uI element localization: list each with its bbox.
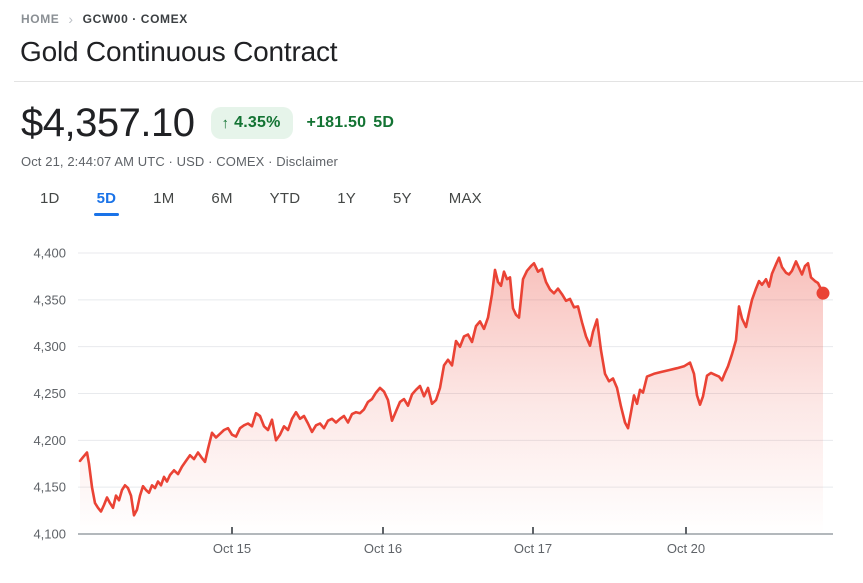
tab-max[interactable]: MAX bbox=[448, 190, 482, 207]
price-row: $4,357.10 ↑ 4.35% +181.50 5D bbox=[21, 103, 863, 143]
y-axis-label: 4,350 bbox=[33, 292, 66, 307]
y-axis-label: 4,300 bbox=[33, 339, 66, 354]
x-axis-label: Oct 15 bbox=[213, 541, 251, 556]
up-arrow-icon: ↑ bbox=[221, 114, 230, 132]
price-line bbox=[78, 256, 825, 517]
end-point-dot bbox=[816, 286, 830, 300]
time-range-tabs: 1D 5D 1M 6M YTD 1Y 5Y MAX bbox=[40, 190, 863, 216]
price-chart-svg: 4,400 4,350 4,300 4,250 4,200 4,150 4,100 Oct 1… bbox=[33, 246, 833, 556]
tab-ytd[interactable]: YTD bbox=[269, 190, 301, 207]
breadcrumb-home-link[interactable]: HOME bbox=[21, 12, 60, 26]
y-axis-label: 4,200 bbox=[33, 433, 66, 448]
tab-5d[interactable]: 5D bbox=[93, 190, 119, 216]
x-axis-label: Oct 17 bbox=[514, 541, 552, 556]
tab-1y[interactable]: 1Y bbox=[337, 190, 357, 207]
quote-meta-line: Oct 21, 2:44:07 AM UTC · USD · COMEX · D… bbox=[21, 154, 863, 169]
x-axis-label: Oct 20 bbox=[667, 541, 705, 556]
tab-5y[interactable]: 5Y bbox=[393, 190, 412, 207]
change-value: +181.50 bbox=[306, 114, 367, 131]
tab-1m[interactable]: 1M bbox=[153, 190, 175, 207]
percent-change-value: 4.35% bbox=[234, 114, 281, 131]
tab-1d[interactable]: 1D bbox=[40, 190, 60, 207]
percent-change-badge: ↑ 4.35% bbox=[211, 107, 293, 139]
header-divider bbox=[14, 81, 863, 82]
y-axis-label: 4,250 bbox=[33, 386, 66, 401]
breadcrumb: HOME › GCW00 · COMEX bbox=[0, 0, 863, 26]
x-axis-label: Oct 16 bbox=[364, 541, 402, 556]
absolute-change: +181.50 5D bbox=[307, 114, 395, 132]
breadcrumb-current-symbol: GCW00 · COMEX bbox=[82, 12, 188, 26]
page-title: Gold Continuous Contract bbox=[20, 36, 338, 67]
breadcrumb-chevron-icon: › bbox=[68, 11, 74, 27]
tab-6m[interactable]: 6M bbox=[211, 190, 233, 207]
price-chart-area[interactable]: 4,400 4,350 4,300 4,250 4,200 4,150 4,100 Oct 1… bbox=[0, 233, 863, 578]
disclaimer-link[interactable]: Disclaimer bbox=[276, 154, 338, 169]
y-axis-label: 4,400 bbox=[33, 246, 66, 261]
y-axis-label: 4,150 bbox=[33, 480, 66, 495]
area-fill bbox=[80, 257, 823, 534]
change-period: 5D bbox=[373, 114, 395, 131]
current-price: $4,357.10 bbox=[21, 101, 195, 145]
google-finance-quote-page: HOME › GCW00 · COMEX Gold Continuous Con… bbox=[0, 0, 863, 556]
y-axis-label: 4,100 bbox=[33, 527, 66, 542]
quote-timestamp: Oct 21, 2:44:07 AM UTC · USD · COMEX · bbox=[21, 154, 277, 169]
